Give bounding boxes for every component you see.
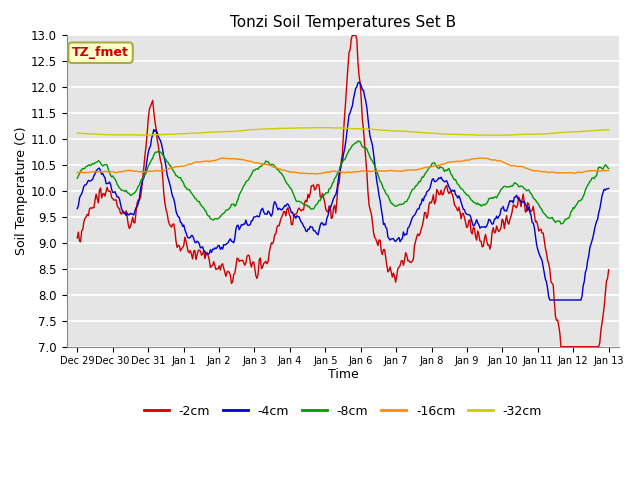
Title: Tonzi Soil Temperatures Set B: Tonzi Soil Temperatures Set B	[230, 15, 456, 30]
X-axis label: Time: Time	[328, 368, 358, 381]
Y-axis label: Soil Temperature (C): Soil Temperature (C)	[15, 127, 28, 255]
Legend: -2cm, -4cm, -8cm, -16cm, -32cm: -2cm, -4cm, -8cm, -16cm, -32cm	[139, 400, 547, 423]
Text: TZ_fmet: TZ_fmet	[72, 46, 129, 59]
